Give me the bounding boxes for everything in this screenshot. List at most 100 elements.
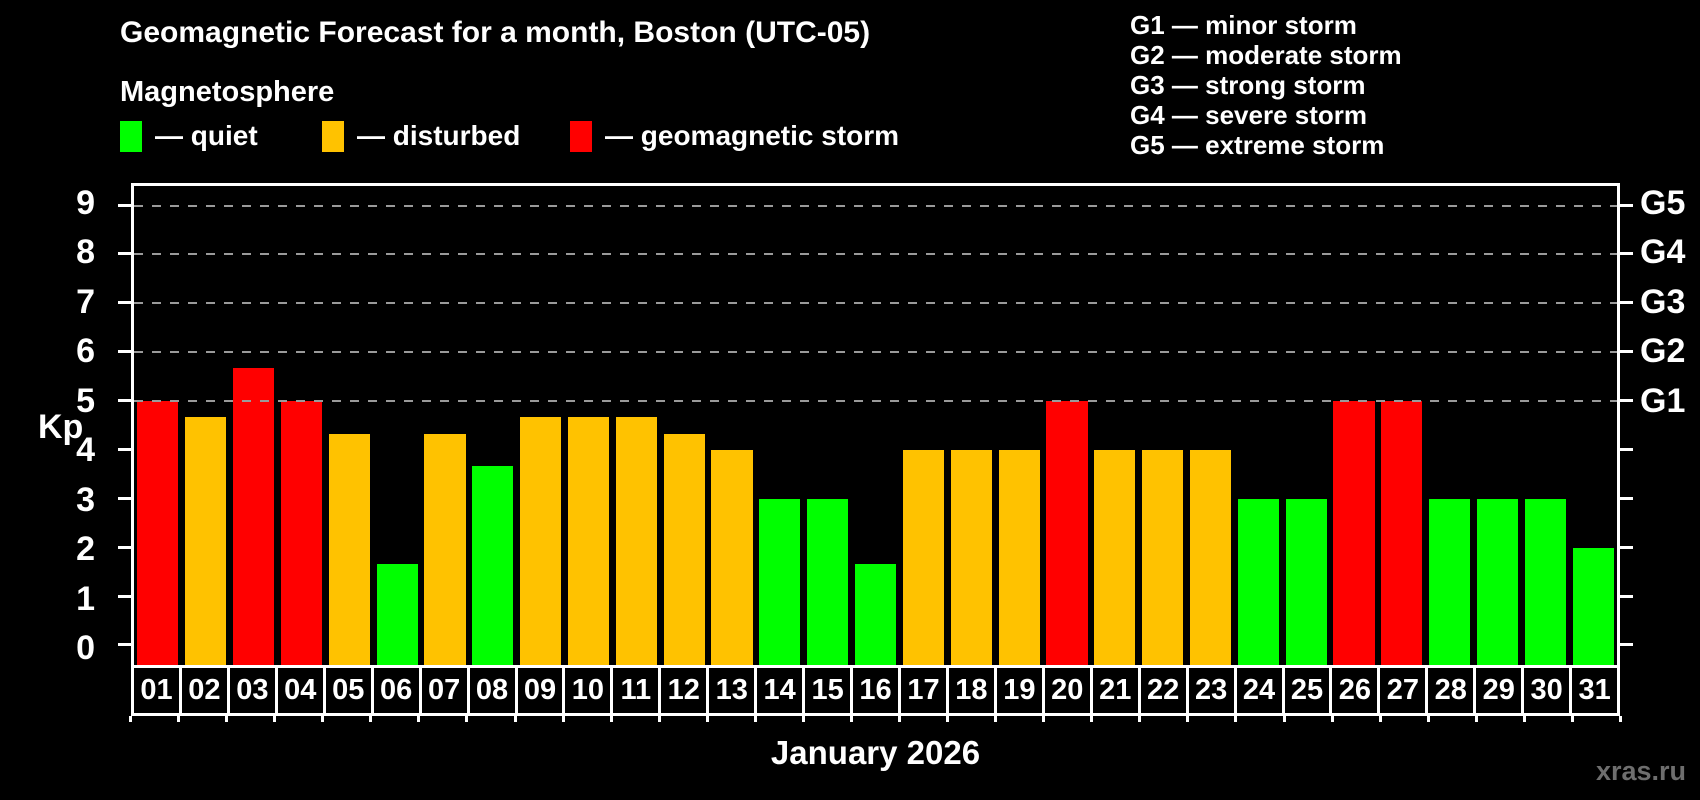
day-label-17: 17 <box>901 668 949 716</box>
y-tick-label-9: 9 <box>76 183 95 222</box>
day-tick-stub <box>849 716 853 722</box>
day-label-03: 03 <box>229 668 278 716</box>
day-label-08: 08 <box>469 668 518 716</box>
y-tick-right-4 <box>1620 447 1633 451</box>
y-tick-label-1: 1 <box>76 579 95 618</box>
day-label-25: 25 <box>1284 668 1333 716</box>
day-label-10: 10 <box>565 668 614 716</box>
day-tick-stub <box>609 716 613 722</box>
bar-slot-day-04 <box>278 186 326 665</box>
bar-day-07 <box>424 433 466 665</box>
legend-label-quiet: — quiet <box>155 120 258 151</box>
quiet-swatch-icon <box>120 120 142 152</box>
day-label-31: 31 <box>1572 668 1621 716</box>
day-label-21: 21 <box>1092 668 1141 716</box>
bar-day-17 <box>902 449 944 665</box>
gridline-kp5 <box>134 400 1617 403</box>
bar-slot-day-05 <box>325 186 373 665</box>
day-tick-stub <box>321 716 325 722</box>
bar-slot-day-15 <box>804 186 852 665</box>
bar-slot-day-03 <box>230 186 278 665</box>
bar-day-26 <box>1333 401 1375 665</box>
y-tick-label-2: 2 <box>76 530 95 569</box>
disturbed-swatch-icon <box>322 120 344 152</box>
g-axis-label-G2: G2 <box>1640 332 1686 371</box>
y-tick-right-8 <box>1620 252 1633 256</box>
day-axis-ticks <box>129 716 1622 722</box>
gridline-kp8 <box>134 253 1617 256</box>
day-tick-stub <box>1378 716 1382 722</box>
page-title: Geomagnetic Forecast for a month, Boston… <box>120 16 871 49</box>
bar-slot-day-20 <box>1043 186 1091 665</box>
day-label-19: 19 <box>996 668 1045 716</box>
day-tick-stub <box>994 716 998 722</box>
bar-day-09 <box>520 417 562 665</box>
bar-slot-day-30 <box>1521 186 1569 665</box>
day-label-06: 06 <box>373 668 422 716</box>
day-tick-stub <box>1570 716 1574 722</box>
y-axis-title: Kp <box>38 408 84 446</box>
day-label-12: 12 <box>661 668 710 716</box>
bar-day-28 <box>1429 498 1471 665</box>
day-tick-stub <box>1186 716 1190 722</box>
gridline-kp9 <box>134 204 1617 207</box>
bar-day-30 <box>1524 498 1566 665</box>
bar-day-12 <box>663 433 705 665</box>
day-tick-stub <box>801 716 805 722</box>
bar-day-20 <box>1046 401 1088 665</box>
y-tick-left-9 <box>118 203 131 207</box>
y-tick-right-3 <box>1620 496 1633 500</box>
bar-day-04 <box>280 401 323 665</box>
bar-slot-day-02 <box>182 186 230 665</box>
y-tick-right-9 <box>1620 203 1633 207</box>
y-tick-right-6 <box>1620 350 1633 354</box>
day-tick-stub <box>1234 716 1238 722</box>
g-legend-line-1: G1 — minor storm <box>1130 10 1357 40</box>
day-label-18: 18 <box>948 668 997 716</box>
bar-slot-day-23 <box>1187 186 1235 665</box>
bar-day-10 <box>567 417 610 665</box>
day-label-20: 20 <box>1044 668 1093 716</box>
bar-day-19 <box>998 449 1040 665</box>
bar-slot-day-12 <box>660 186 708 665</box>
g-legend-line-2: G2 — moderate storm <box>1130 40 1402 70</box>
bar-day-25 <box>1285 498 1327 665</box>
y-tick-label-6: 6 <box>76 332 95 371</box>
y-tick-left-0 <box>118 643 131 647</box>
day-label-23: 23 <box>1188 668 1237 716</box>
y-tick-left-8 <box>118 252 131 256</box>
bar-day-18 <box>950 449 992 665</box>
g-axis-label-G5: G5 <box>1640 183 1686 222</box>
g-legend-line-5: G5 — extreme storm <box>1130 130 1385 160</box>
day-label-28: 28 <box>1428 668 1477 716</box>
bar-slot-day-31 <box>1569 186 1617 665</box>
bar-slot-day-21 <box>1091 186 1139 665</box>
bar-slot-day-08 <box>469 186 517 665</box>
g-legend-line-4: G4 — severe storm <box>1130 100 1368 130</box>
y-tick-right-7 <box>1620 301 1633 305</box>
g-axis-label-G1: G1 <box>1640 381 1686 420</box>
y-tick-left-1 <box>118 594 131 598</box>
day-label-16: 16 <box>853 668 901 716</box>
bar-slot-day-29 <box>1474 186 1522 665</box>
y-tick-right-2 <box>1620 545 1633 549</box>
bar-slot-day-18 <box>947 186 995 665</box>
magnetosphere-subtitle: Magnetosphere <box>120 76 335 108</box>
day-tick-stub <box>946 716 950 722</box>
bars-container <box>134 186 1617 665</box>
day-label-15: 15 <box>805 668 854 716</box>
day-tick-stub <box>417 716 421 722</box>
bar-day-05 <box>328 433 370 665</box>
day-tick-stub <box>657 716 661 722</box>
y-tick-left-6 <box>118 350 131 354</box>
y-tick-label-0: 0 <box>76 629 95 668</box>
day-label-05: 05 <box>325 668 374 716</box>
y-tick-label-4: 4 <box>76 431 95 470</box>
day-tick-stub <box>753 716 757 722</box>
day-tick-stub <box>1474 716 1478 722</box>
bar-slot-day-11 <box>612 186 660 665</box>
bar-slot-day-14 <box>756 186 804 665</box>
day-tick-stub <box>1522 716 1526 722</box>
legend-item-disturbed: — disturbed <box>322 120 520 152</box>
bar-day-27 <box>1381 401 1423 665</box>
